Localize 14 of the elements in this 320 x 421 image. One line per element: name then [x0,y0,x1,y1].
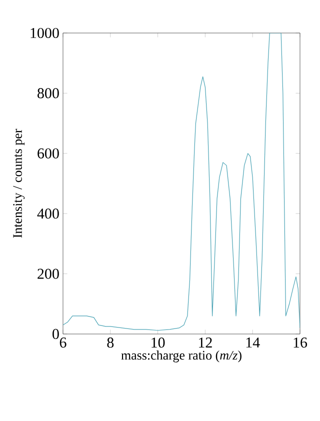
y-tick-label: 800 [38,88,59,98]
y-tick-label: 400 [37,208,59,219]
y-axis-title: Intensity / counts per [13,128,25,238]
x-tick-label: 12 [199,338,212,348]
x-tick-label: 14 [246,338,260,348]
x-tick-label: 6 [60,338,66,348]
y-tick-label: 1000 [30,28,59,38]
x-tick-label: 10 [152,338,165,348]
y-tick-label: 0 [52,328,59,340]
x-tick-label: 16 [294,338,308,348]
y-tick-label: 200 [38,268,59,279]
x-tick-label: 8 [107,338,114,348]
y-tick-label: 600 [38,148,59,158]
x-axis-title: mass:charge ratio (m/z) [121,350,242,362]
